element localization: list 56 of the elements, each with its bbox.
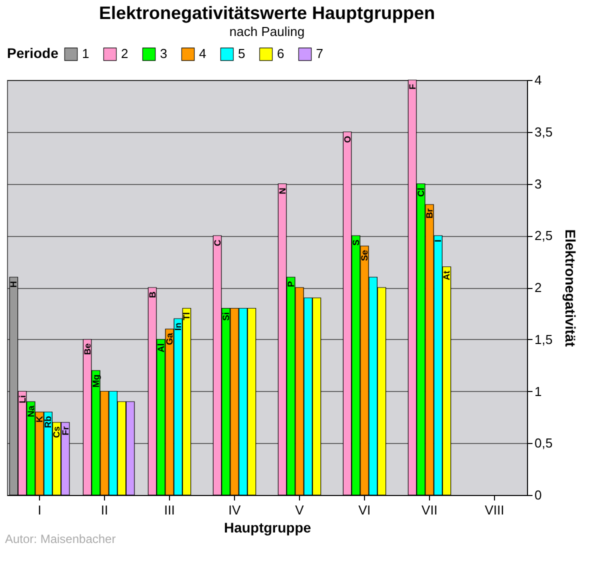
y-tick-label: 2,5 bbox=[534, 228, 553, 244]
legend-label: 1 bbox=[82, 46, 90, 62]
legend-label: 5 bbox=[238, 46, 246, 62]
data-label: C bbox=[212, 239, 222, 246]
x-tick-label: II bbox=[100, 502, 108, 518]
x-tick-label: IV bbox=[228, 502, 241, 518]
legend-label: 6 bbox=[277, 46, 284, 62]
data-label: Mg bbox=[90, 374, 101, 388]
data-label: In bbox=[173, 322, 184, 331]
data-label: Al bbox=[156, 343, 166, 352]
y-tick-label: 0 bbox=[534, 488, 542, 502]
y-axis-title: Elektronegativität bbox=[562, 229, 579, 348]
data-label: Fr bbox=[60, 426, 70, 436]
y-tick-label: 0,5 bbox=[534, 436, 553, 451]
data-label: O bbox=[342, 136, 352, 143]
y-tick-label: 1 bbox=[534, 384, 542, 399]
data-label: B bbox=[147, 291, 158, 298]
data-label: H bbox=[8, 281, 19, 288]
data-label: Se bbox=[360, 250, 370, 262]
legend-label: 2 bbox=[121, 46, 128, 62]
y-tick-label: 3,5 bbox=[534, 124, 553, 140]
data-label: S bbox=[350, 240, 361, 246]
data-label: Ga bbox=[164, 332, 174, 346]
data-label: Cl bbox=[416, 188, 426, 197]
x-tick-label: III bbox=[164, 502, 175, 518]
data-label: Tl bbox=[182, 312, 192, 320]
data-label: N bbox=[277, 188, 288, 194]
data-label: I bbox=[433, 240, 444, 242]
data-label: Li bbox=[17, 395, 28, 404]
y-tick-label: 3 bbox=[534, 176, 542, 192]
x-tick-label: I bbox=[38, 502, 42, 518]
x-axis-title: Hauptgruppe bbox=[224, 520, 312, 536]
x-tick-label: VIII bbox=[484, 502, 504, 518]
data-label: K bbox=[34, 416, 44, 422]
data-label: F bbox=[407, 84, 418, 90]
data-label: Cs bbox=[52, 426, 62, 438]
y-tick-label: 1,5 bbox=[534, 332, 553, 347]
data-label: Si bbox=[220, 312, 231, 321]
y-tick-label: 2 bbox=[534, 280, 542, 295]
text: Autor: Maisenbacher bbox=[5, 532, 116, 546]
x-tick-label: VI bbox=[358, 502, 371, 518]
y-tick-label: 4 bbox=[534, 72, 542, 88]
data-label: Br bbox=[424, 208, 434, 219]
data-label: Be bbox=[82, 343, 92, 355]
x-tick-label: VII bbox=[422, 502, 438, 518]
chart-title: Elektronegativitätswerte Hauptgruppen bbox=[98, 3, 436, 23]
data-label: Rb bbox=[43, 416, 54, 428]
data-label: P bbox=[286, 281, 296, 288]
chart-subtitle: nach Pauling bbox=[229, 24, 305, 39]
legend-label: 4 bbox=[199, 46, 206, 62]
data-label: At bbox=[442, 270, 452, 280]
x-tick-label: V bbox=[295, 502, 304, 518]
legend-label: 3 bbox=[160, 46, 168, 62]
legend-title: Periode bbox=[7, 45, 59, 61]
data-label: Na bbox=[26, 404, 36, 418]
legend-label: 7 bbox=[316, 46, 324, 62]
